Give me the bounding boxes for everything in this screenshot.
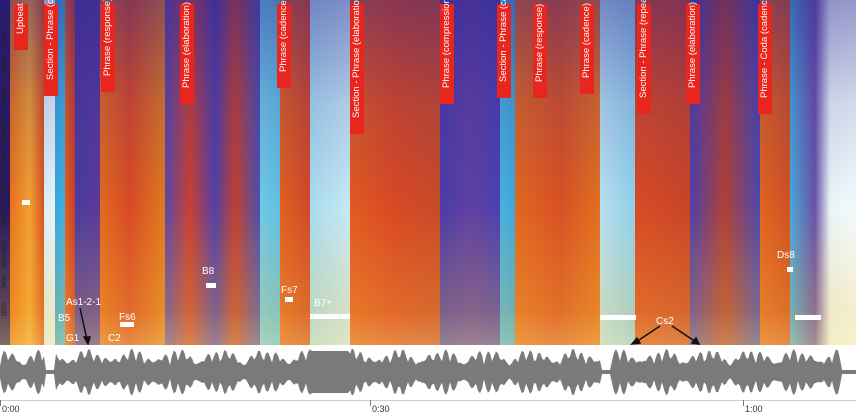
section-label: Phrase (cadence) [277, 4, 291, 88]
time-label: 0:30 [372, 404, 390, 414]
section-text: Section - Phrase (call) [498, 0, 510, 82]
frequency-label: 8400 [0, 206, 9, 230]
arrows [80, 308, 699, 344]
section-label: Section - Phrase (call) [44, 4, 58, 96]
section-label: Section - Phrase (elaboration) [350, 4, 364, 134]
frequency-label: 13200 [0, 120, 9, 144]
arrowhead [84, 337, 90, 344]
frequency-label: 18000 [0, 26, 9, 50]
note-block [795, 315, 821, 320]
section-text: Phrase (response) [534, 4, 546, 82]
frequency-label: 2000 [0, 298, 9, 322]
note-label: Fs7 [281, 285, 298, 296]
section-label: Phrase (response) [533, 4, 547, 98]
section-label: Phrase (cadence) [580, 4, 594, 94]
note-block [22, 200, 30, 205]
frequency-label: 16400 [0, 54, 9, 78]
note-label: Ds8 [777, 250, 795, 261]
frequency-label: 14800 [0, 86, 9, 110]
note-block [310, 314, 350, 319]
note-label: B8 [202, 266, 214, 277]
time-label: 0:00 [2, 404, 20, 414]
frequency-text: 10000 [2, 184, 8, 201]
note-block [120, 322, 134, 327]
note-label: G1 [66, 333, 79, 344]
frequency-text: 16400 [2, 58, 8, 75]
section-label: Phrase - Coda (cadence) [758, 4, 772, 114]
section-label: Section - Phrase (repeat) [637, 4, 651, 114]
note-label: Cs2 [656, 316, 674, 327]
note-label: B5 [58, 313, 70, 324]
frequency-label: 11600 [0, 149, 9, 173]
section-label: Section - Phrase (call) [497, 4, 511, 98]
section-text: Phrase (compression) [441, 0, 453, 88]
note-label: As1-2-1 [66, 297, 101, 308]
section-label: Phrase (response) [101, 4, 115, 92]
section-label: Phrase (elaboration) [180, 4, 194, 104]
section-text: Phrase (cadence) [278, 0, 290, 72]
arrow [672, 326, 696, 342]
note-block [600, 315, 636, 320]
section-label: Phrase (compression) [440, 4, 454, 104]
section-text: Phrase - Coda (cadence) [759, 0, 771, 98]
section-text: Section - Phrase (call) [45, 0, 57, 80]
time-tick [743, 400, 744, 406]
arrowhead [692, 338, 699, 344]
arrow [80, 308, 87, 340]
note-label: B7+ [314, 298, 332, 309]
arrowhead [632, 338, 640, 344]
frequency-text: 13200 [2, 124, 8, 141]
note-block [206, 283, 216, 288]
frequency-label: 3600 [0, 270, 9, 294]
section-text: Section - Phrase (elaboration) [351, 0, 363, 118]
section-label: Phrase (elaboration) [686, 4, 700, 104]
time-tick [370, 400, 371, 406]
note-block [787, 267, 793, 272]
section-text: Section - Phrase (repeat) [638, 0, 650, 98]
section-text: Phrase (cadence) [581, 3, 593, 78]
note-label: C2 [108, 333, 121, 344]
waveform [0, 345, 856, 400]
frequency-text: 3600 [2, 275, 8, 288]
frequency-text: 14800 [2, 90, 8, 107]
frequency-text: 18000 [2, 30, 8, 47]
time-tick [0, 400, 1, 406]
frequency-text: 11600 [2, 153, 8, 169]
frequency-text: 8400 [2, 211, 8, 224]
section-text: Phrase (elaboration) [687, 2, 699, 88]
frequency-label: 10000 [0, 180, 9, 204]
note-block [285, 297, 293, 302]
waveform-shape [0, 348, 856, 395]
section-label: Upbeat [14, 4, 28, 50]
time-label: 1:00 [745, 404, 763, 414]
section-text: Phrase (elaboration) [181, 2, 193, 88]
frequency-text: 2000 [2, 303, 8, 316]
frequency-text: 5200 [2, 255, 8, 268]
arrow [636, 326, 660, 342]
section-text: Phrase (response) [102, 0, 114, 76]
page: {"frequency_axis": ["18000", "16400", "1… [0, 0, 856, 417]
section-text: Upbeat [15, 3, 27, 34]
